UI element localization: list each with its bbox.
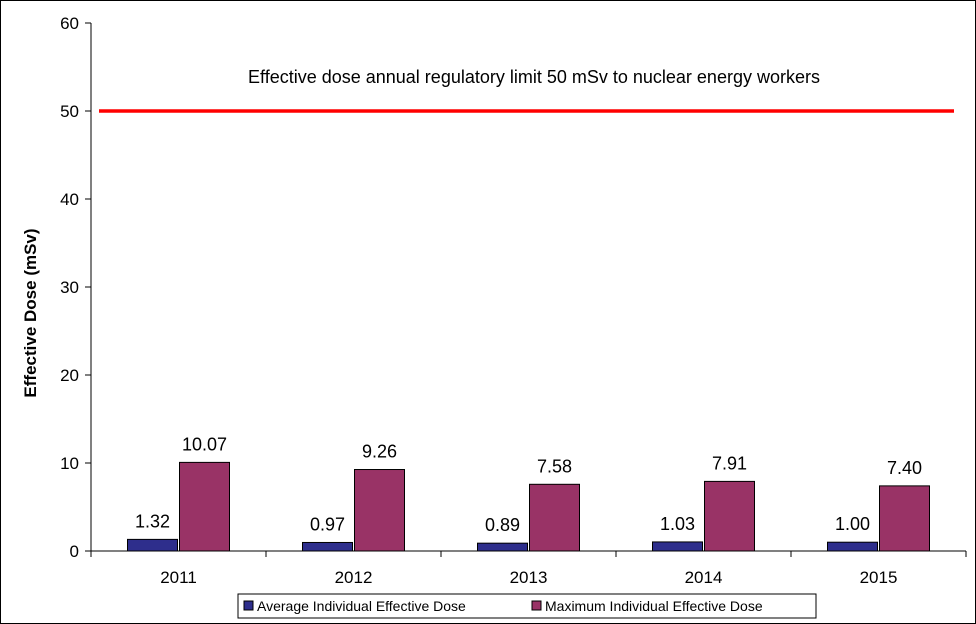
- data-label-maximum: 9.26: [362, 442, 397, 462]
- legend-entry: Average Individual Effective Dose: [257, 598, 466, 614]
- legend-entry: Maximum Individual Effective Dose: [545, 598, 763, 614]
- chart-axes: 0 10 20 30 40 50 60 2011 2012 2013 2014 2015: [60, 14, 967, 587]
- x-tick-label: 2013: [510, 568, 548, 587]
- y-tick-label: 50: [60, 102, 79, 121]
- bar-maximum-dose: [704, 480, 755, 552]
- data-label-average: 0.89: [485, 515, 520, 535]
- bar-maximum-dose: [529, 483, 580, 552]
- data-label-maximum: 7.58: [537, 456, 572, 476]
- legend-swatch: [243, 600, 254, 611]
- data-label-average: 1.32: [135, 511, 170, 531]
- legend-swatch: [531, 600, 542, 611]
- y-tick-label: 60: [60, 14, 79, 33]
- y-tick-label: 10: [60, 454, 79, 473]
- bar-maximum-dose: [354, 469, 405, 552]
- data-label-maximum: 10.07: [182, 434, 227, 454]
- x-tick-label: 2014: [685, 568, 723, 587]
- y-axis-label: Effective Dose (mSv): [21, 228, 40, 397]
- y-tick-label: 30: [60, 278, 79, 297]
- data-label-average: 1.03: [660, 514, 695, 534]
- bar-average-dose: [652, 541, 703, 552]
- bar-maximum-dose: [179, 461, 230, 552]
- reference-line-annotation: Effective dose annual regulatory limit 5…: [248, 67, 820, 87]
- bar-average-dose: [477, 542, 528, 552]
- bar-average-dose: [827, 541, 878, 552]
- data-label-maximum: 7.40: [887, 458, 922, 478]
- legend-box: [237, 593, 817, 619]
- chart-data-labels: 1.32 10.07 0.97 9.26 0.89 7.58 1.03 7.91 1.00 7.4…: [135, 434, 922, 535]
- data-label-average: 0.97: [310, 514, 345, 534]
- y-tick-label: 40: [60, 190, 79, 209]
- x-tick-label: 2011: [160, 568, 197, 587]
- data-label-average: 1.00: [835, 514, 870, 534]
- bar-average-dose: [302, 541, 353, 552]
- bar-maximum-dose: [879, 485, 930, 552]
- chart-legend: Average Individual Effective Dose Maximum…: [237, 593, 817, 619]
- y-tick-label: 0: [70, 542, 79, 561]
- x-tick-label: 2015: [860, 568, 898, 587]
- y-tick-label: 20: [60, 366, 79, 385]
- data-label-maximum: 7.91: [712, 453, 747, 473]
- chart-bars: [127, 461, 930, 552]
- bar-average-dose: [127, 538, 178, 552]
- x-tick-label: 2012: [335, 568, 373, 587]
